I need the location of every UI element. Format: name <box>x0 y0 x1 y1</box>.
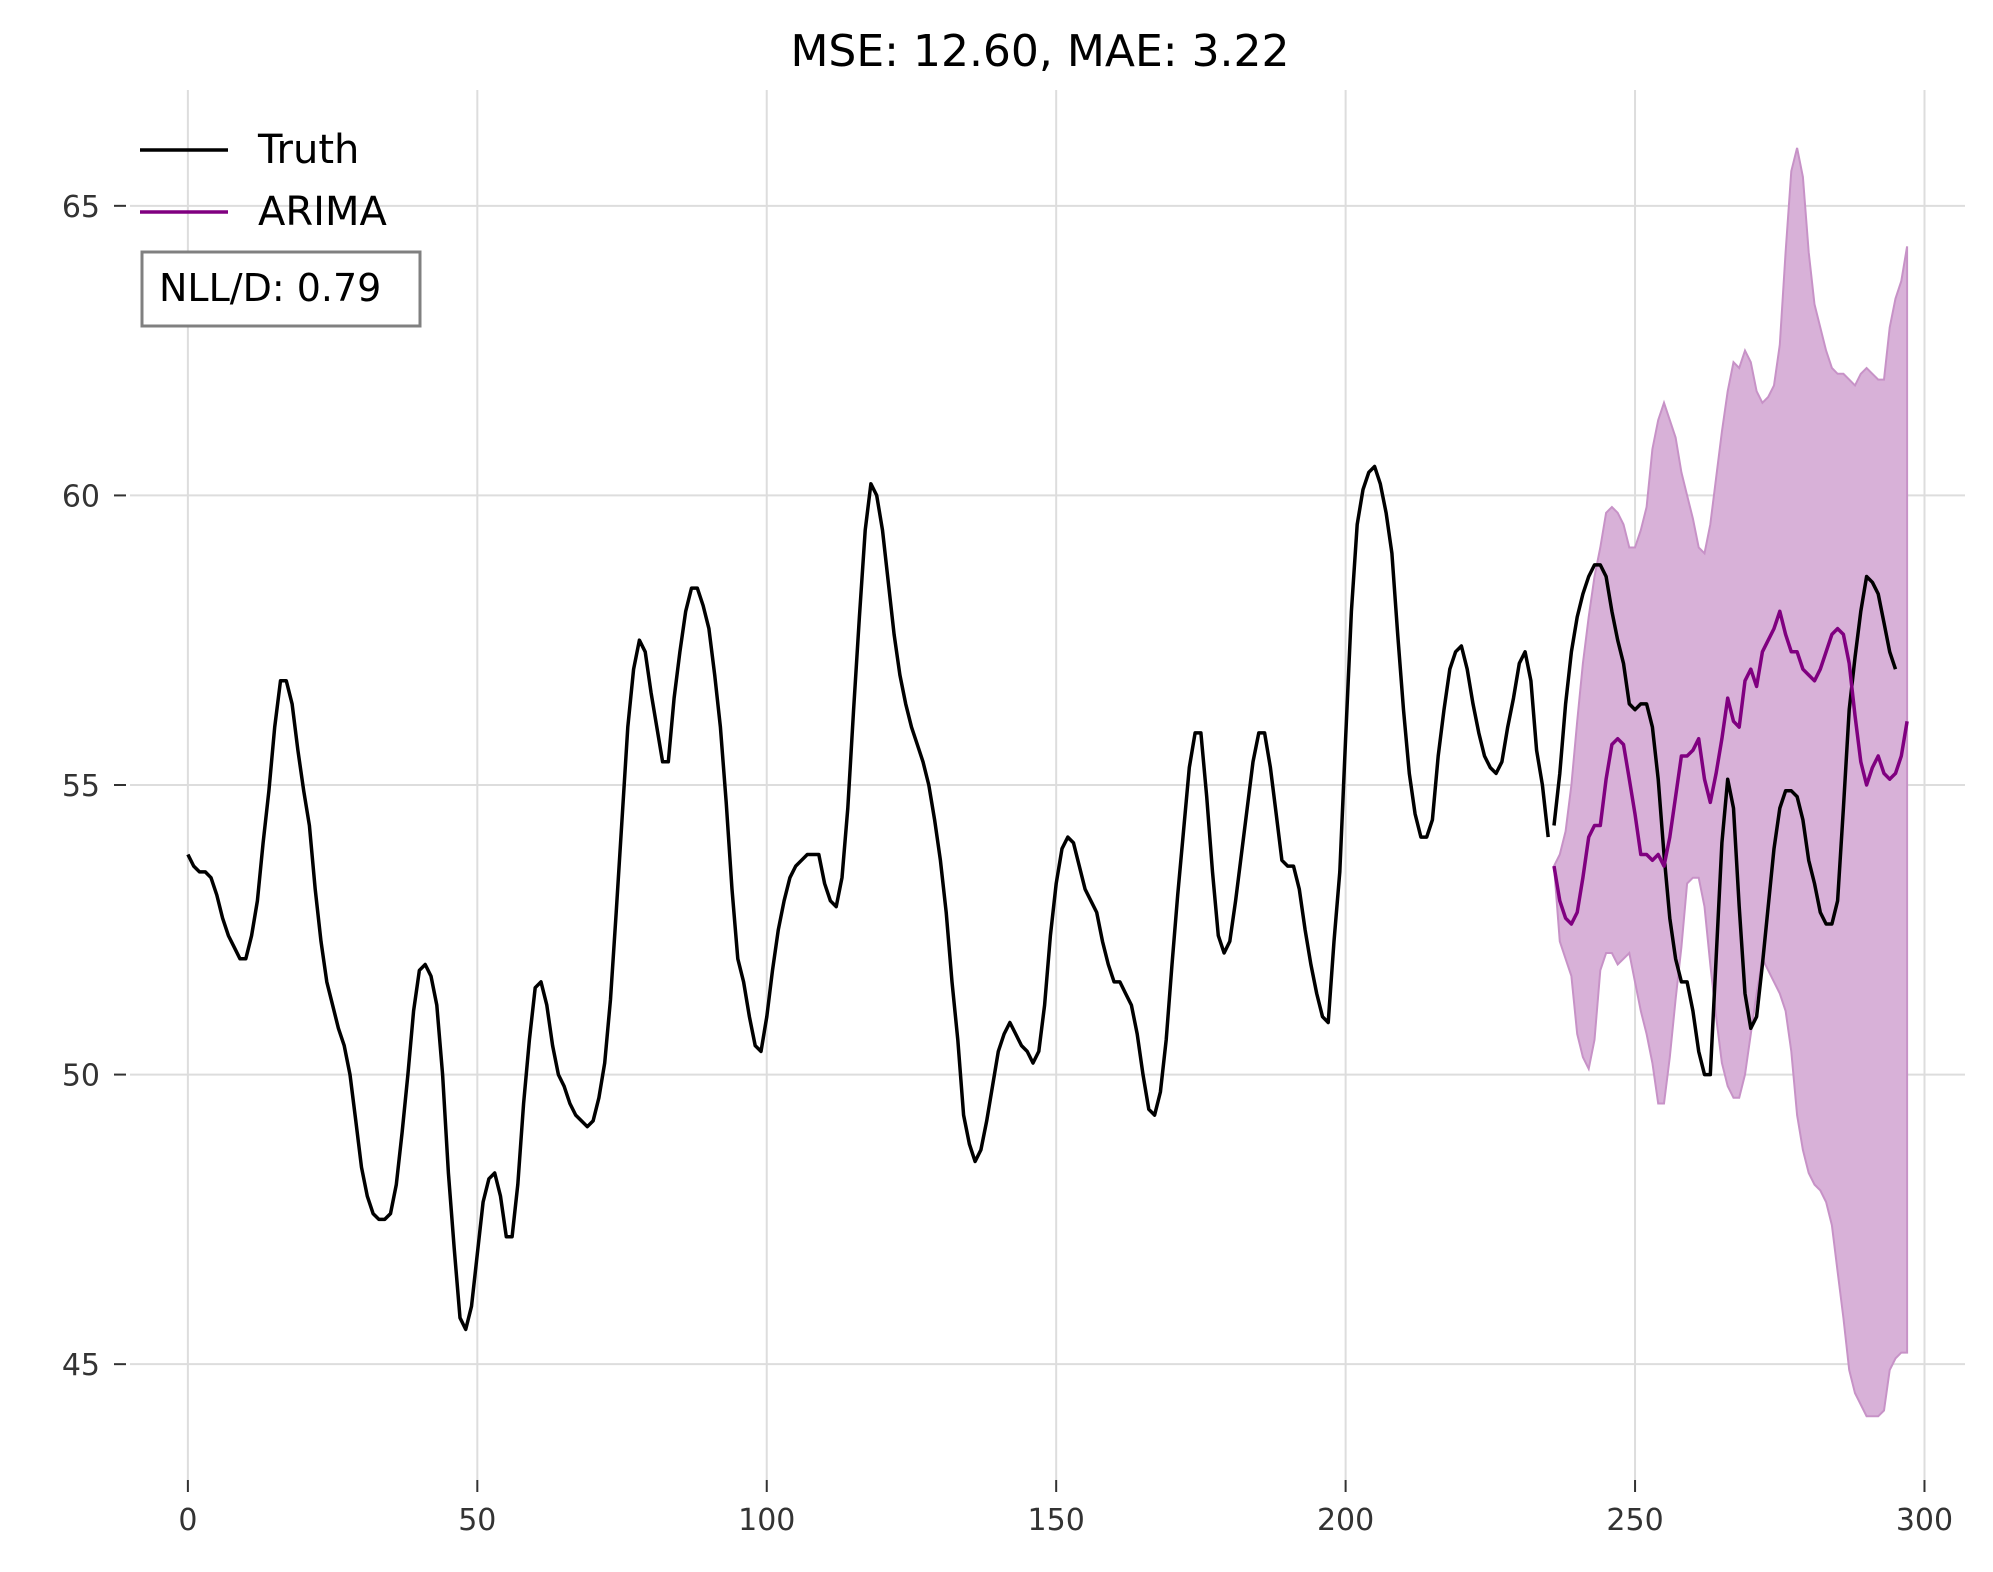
x-tick-label: 300 <box>1896 1503 1953 1538</box>
y-tick-label: 60 <box>62 479 100 514</box>
nll-annotation: NLL/D: 0.79 <box>140 250 422 328</box>
y-tick-label: 55 <box>62 769 100 804</box>
nll-annotation-text: NLL/D: 0.79 <box>159 266 381 310</box>
x-tick-label: 50 <box>458 1503 496 1538</box>
series-layer <box>186 464 1909 1332</box>
x-tick-label: 250 <box>1606 1503 1663 1538</box>
series-line-arima <box>1552 609 1909 926</box>
y-tick-label: 45 <box>62 1348 100 1383</box>
y-tick-label: 50 <box>62 1059 100 1094</box>
y-tick-label: 65 <box>62 190 100 225</box>
nll-annotation-box <box>140 250 422 328</box>
series-line-truth <box>186 464 1550 1332</box>
legend-label-truth: Truth <box>257 127 359 173</box>
x-tick-label: 0 <box>178 1503 197 1538</box>
series-line-truth <box>1552 563 1898 1077</box>
arima-confidence-band <box>1552 147 1909 1418</box>
x-tick-label: 200 <box>1317 1503 1374 1538</box>
axis-ticks: 0 50 100 150 200 250 300 45 50 55 60 65 <box>62 190 1953 1538</box>
chart-title: MSE: 12.60, MAE: 3.22 <box>790 26 1289 77</box>
x-tick-label: 100 <box>738 1503 795 1538</box>
x-tick-label: 150 <box>1028 1503 1085 1538</box>
legend-label-arima: ARIMA <box>258 189 387 235</box>
legend: Truth ARIMA <box>140 127 387 235</box>
confidence-band-layer <box>1552 147 1909 1418</box>
